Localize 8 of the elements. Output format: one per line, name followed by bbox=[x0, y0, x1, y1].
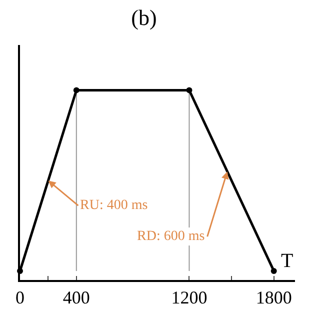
x-tick-label: 400 bbox=[62, 288, 90, 308]
x-tick-label: 1200 bbox=[171, 288, 208, 308]
annotation: RU: 400 ms bbox=[80, 198, 148, 213]
x-tick-label: 0 bbox=[16, 288, 24, 308]
chart-title: (b) bbox=[131, 5, 157, 30]
x-tick-label: 1800 bbox=[256, 288, 292, 308]
annotation: RD: 600 ms bbox=[137, 229, 205, 244]
x-axis-title: T bbox=[281, 250, 294, 272]
